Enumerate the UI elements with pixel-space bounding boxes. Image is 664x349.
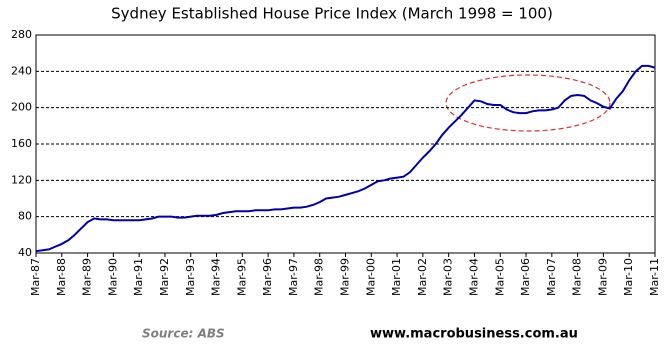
x-tick-label: Mar-95 (235, 258, 248, 296)
x-tick-label: Mar-91 (132, 258, 145, 296)
x-tick-label: Mar-01 (390, 258, 403, 296)
y-tick-label: 40 (18, 246, 32, 259)
y-tick-label: 280 (11, 28, 32, 41)
x-tick-label: Mar-09 (596, 258, 609, 296)
x-tick-label: Mar-97 (287, 258, 300, 296)
x-tick-label: Mar-88 (55, 258, 68, 296)
x-tick-label: Mar-89 (81, 258, 94, 296)
x-tick-label: Mar-00 (364, 258, 377, 296)
x-tick-label: Mar-99 (339, 258, 352, 296)
y-tick-label: 200 (11, 101, 32, 114)
x-tick-label: Mar-11 (648, 258, 661, 296)
x-tick-label: Mar-05 (493, 258, 506, 296)
y-tick-label: 120 (11, 173, 32, 186)
y-tick-label: 240 (11, 64, 32, 77)
x-tick-label: Mar-94 (210, 258, 223, 296)
x-tick-label: Mar-87 (29, 258, 42, 296)
x-tick-label: Mar-98 (313, 258, 326, 296)
series-line (35, 64, 656, 253)
highlight-ellipse (445, 74, 611, 132)
x-tick-label: Mar-06 (519, 258, 532, 296)
x-tick-label: Mar-08 (571, 258, 584, 296)
x-tick-label: Mar-93 (184, 258, 197, 296)
x-tick-label: Mar-04 (467, 258, 480, 296)
source-note: Source: ABS (142, 327, 225, 341)
x-tick-label: Mar-92 (158, 258, 171, 296)
x-tick-label: Mar-02 (416, 258, 429, 296)
x-tick-label: Mar-10 (622, 258, 635, 296)
y-tick-label: 160 (11, 137, 32, 150)
x-tick-label: Mar-07 (545, 258, 558, 296)
website: www.macrobusiness.com.au (370, 327, 578, 342)
x-tick-label: Mar-96 (261, 258, 274, 296)
y-tick-label: 80 (18, 210, 32, 223)
x-tick-label: Mar-03 (442, 258, 455, 296)
chart-title: Sydney Established House Price Index (Ma… (111, 5, 553, 23)
x-tick-label: Mar-90 (106, 258, 119, 296)
